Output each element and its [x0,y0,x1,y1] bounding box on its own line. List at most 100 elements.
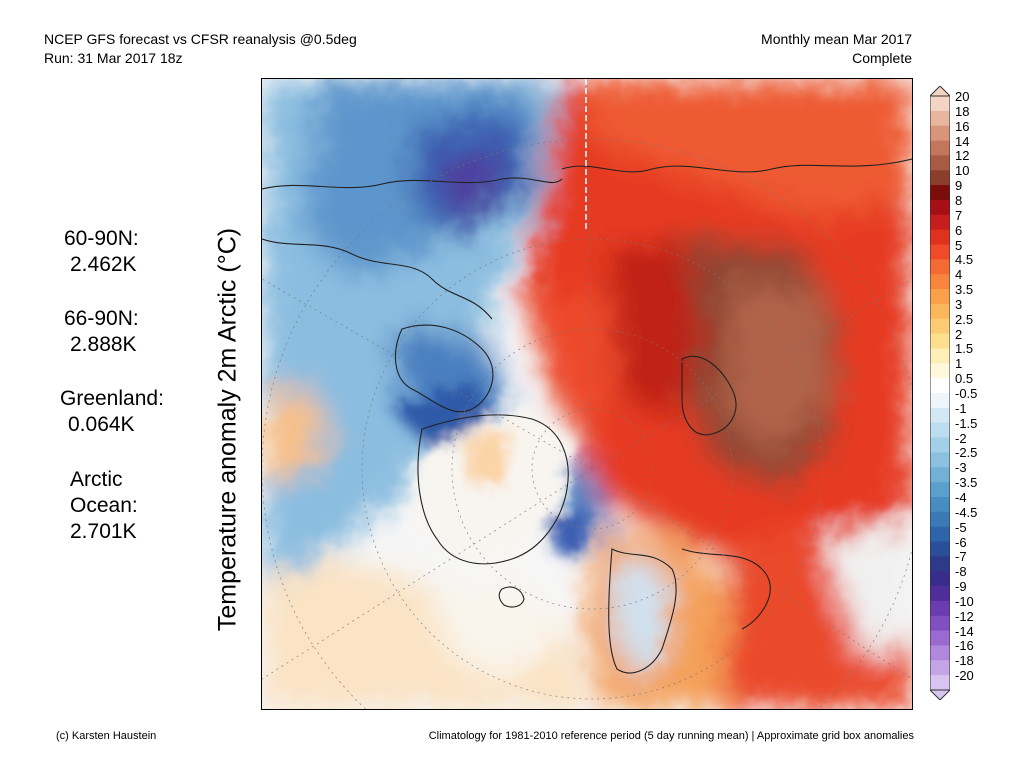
colorbar-bin [930,155,950,171]
map-canvas [262,79,912,709]
coastlines [262,158,912,674]
colorbar-tick-label: -5 [955,519,967,535]
colorbar-bin [930,125,950,142]
colorbar-bin [930,600,950,617]
anomaly-map [261,78,913,710]
colorbar-tick-label: -6 [955,534,967,550]
colorbar-tick-label: -16 [955,638,974,654]
colorbar-bin [930,363,950,379]
stat-60-90n: 60-90N: 2.462K [64,226,139,278]
stat-66-90n: 66-90N: 2.888K [64,306,139,358]
colorbar-tick-label: 14 [955,133,970,149]
colorbar-tick-label: -1.5 [955,415,978,431]
colorbar-tick-label: 10 [955,163,970,179]
stat-greenland: Greenland: 0.064K [60,386,164,438]
colorbar-tick-label: 20 [955,89,970,104]
colorbar-bin [930,541,950,557]
stat-value: 2.701K [70,520,137,543]
colorbar-tick-label: -12 [955,608,974,624]
stat-label: Arctic Ocean: [70,468,138,517]
colorbar-tick-label: -20 [955,668,974,684]
stat-label: Greenland: [60,387,164,410]
colorbar-tick-label: -8 [955,564,967,580]
colorbar-bin [930,140,950,156]
colorbar-tick-label: -4 [955,489,967,505]
colorbar-bin [930,645,950,661]
colorbar-frame [930,95,950,691]
colorbar-bin [930,303,950,320]
colorbar-tick-label: 18 [955,103,970,119]
colorbar [930,86,950,700]
colorbar-bin [930,96,950,112]
colorbar-tick-label: -3 [955,460,967,476]
colorbar-tick-label: 2 [955,326,963,342]
colorbar-tick-label: 3.5 [955,282,974,298]
colorbar-bin [930,229,950,245]
colorbar-tick-label: 3 [955,296,963,312]
stat-value: 2.462K [70,253,137,276]
footnote: Climatology for 1981-2010 reference peri… [428,730,914,742]
colorbar-tick-label: -4.5 [955,504,978,520]
colorbar-bin [930,526,950,542]
colorbar-bin [930,422,950,439]
colorbar-bin [930,660,950,676]
map-title: NCEP GFS forecast vs CFSR reanalysis @0.… [44,31,357,47]
status-label: Complete [852,50,912,66]
colorbar-tick-label: 1.5 [955,341,974,357]
colorbar-bin [930,378,950,394]
colorbar-bin [930,437,950,453]
colorbar-bin [930,482,950,498]
colorbar-bin [930,407,950,424]
colorbar-tick-label: 8 [955,192,963,208]
colorbar-tick-label: 7 [955,207,963,223]
colorbar-tick-label: 12 [955,148,970,164]
stat-arctic-ocean: Arctic Ocean: 2.701K [70,467,190,545]
colorbar-tick-label: -7 [955,549,967,565]
header-left: NCEP GFS forecast vs CFSR reanalysis @0.… [44,30,357,68]
colorbar-bin [930,110,950,127]
colorbar-tick-label: -3.5 [955,475,978,491]
stat-label: 60-90N: [64,227,139,250]
colorbar-tick-label: -2.5 [955,445,978,461]
colorbar-bin [930,467,950,483]
colorbar-tick-label: 9 [955,178,963,194]
stat-value: 0.064K [68,413,135,436]
colorbar-bin [930,675,950,691]
colorbar-tick-label: 2.5 [955,311,974,327]
colorbar-bin [930,511,950,528]
stat-label: 66-90N: [64,307,139,330]
period-label: Monthly mean Mar 2017 [761,31,912,47]
colorbar-min-arrow [930,689,950,700]
colorbar-bin [930,170,950,186]
colorbar-tick-label: -10 [955,593,974,609]
colorbar-tick-label: -9 [955,579,967,595]
colorbar-tick-label: 0.5 [955,371,974,387]
colorbar-bin [930,586,950,602]
colorbar-tick-label: -0.5 [955,386,978,401]
colorbar-bin [930,259,950,275]
colorbar-tick-label: -1 [955,400,967,416]
colorbar-bin [930,615,950,632]
colorbar-bin [930,244,950,260]
colorbar-tick-label: 5 [955,237,963,253]
colorbar-tick-label: 16 [955,118,970,134]
colorbar-max-arrow [930,86,950,97]
y-axis-label: Temperature anomaly 2m Arctic (°C) [213,227,242,632]
copyright: (c) Karsten Haustein [56,730,157,742]
colorbar-bin [930,199,950,216]
colorbar-bin [930,556,950,572]
colorbar-tick-label: 4 [955,267,963,283]
colorbar-tick-label: 4.5 [955,252,974,268]
colorbar-tick-label: -14 [955,623,974,639]
colorbar-bin [930,452,950,468]
header-right: Monthly mean Mar 2017 Complete [761,30,912,68]
colorbar-tick-label: -2 [955,430,967,446]
colorbar-bin [930,571,950,587]
run-time: Run: 31 Mar 2017 18z [44,50,183,66]
colorbar-bin [930,289,950,305]
colorbar-bin [930,214,950,231]
colorbar-bin [930,630,950,646]
colorbar-tick-label: 1 [955,356,963,372]
colorbar-bin [930,393,950,409]
colorbar-bin [930,274,950,290]
